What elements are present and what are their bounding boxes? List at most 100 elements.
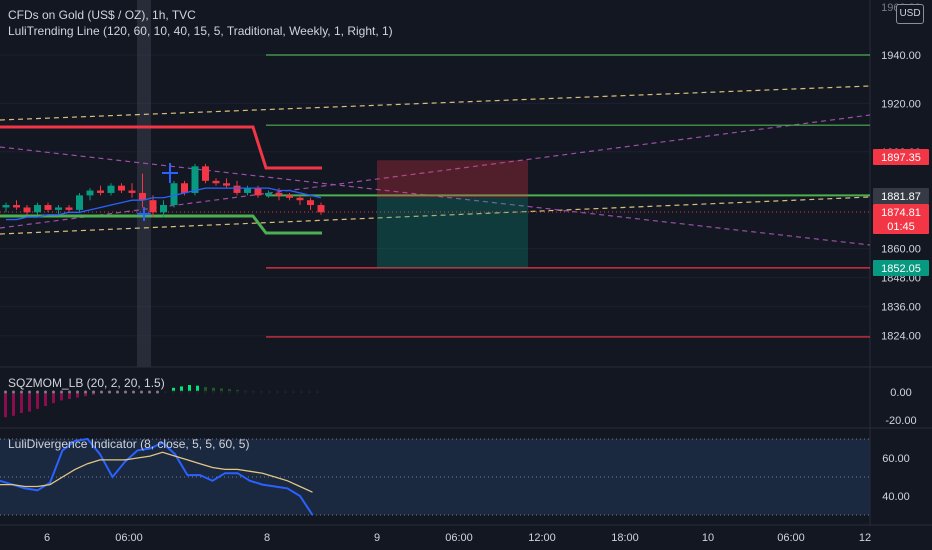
price-badge <box>873 260 929 276</box>
squeeze-dot <box>188 390 191 394</box>
squeeze-dot <box>300 390 303 394</box>
candle-body <box>181 183 188 193</box>
squeeze-dot <box>212 390 215 394</box>
candle-body <box>223 183 230 186</box>
symbol-title[interactable]: CFDs on Gold (US$ / OZ), 1h, TVC <box>8 8 196 22</box>
time-tick-label: 9 <box>374 532 380 544</box>
time-tick-label: 18:00 <box>611 532 639 544</box>
price-badge <box>873 218 929 234</box>
candle-body <box>34 205 41 213</box>
candle-body <box>2 205 10 208</box>
time-tick-label: 12:00 <box>528 532 556 544</box>
candle-body <box>307 200 314 206</box>
momentum-bar <box>220 388 223 392</box>
candle-body <box>191 166 199 193</box>
candle-body <box>286 195 293 198</box>
trend-line-lower-dashed <box>0 196 871 235</box>
squeeze-dot <box>268 390 271 394</box>
momentum-bar <box>180 386 183 392</box>
momentum-bar <box>84 392 87 397</box>
squeeze-dot <box>228 390 231 394</box>
position-stop-zone <box>377 160 528 198</box>
candle-body <box>317 205 325 213</box>
candle-body <box>13 205 20 208</box>
price-tick-label: 1940.00 <box>881 50 921 62</box>
squeeze-dot <box>4 390 7 394</box>
squeeze-dot <box>92 390 95 394</box>
price-badge-label: 01:45 <box>887 221 915 233</box>
candle-body <box>23 207 31 213</box>
squeeze-dot <box>236 390 239 394</box>
squeeze-dot <box>172 390 175 394</box>
price-badge-label: 1852.05 <box>881 263 921 275</box>
momentum-bar <box>44 392 47 406</box>
price-tick-label: 1860.00 <box>881 244 921 256</box>
momentum-bar <box>20 392 23 413</box>
candle-body <box>149 200 157 213</box>
momentum-bar <box>28 392 31 412</box>
squeeze-dot <box>156 390 159 394</box>
candle-body <box>139 192 146 201</box>
momentum-bar <box>68 392 71 399</box>
candle-body <box>97 190 104 193</box>
squeeze-dot <box>252 390 255 394</box>
price-tick-label: 1824.00 <box>881 331 921 343</box>
candle-body <box>233 185 241 193</box>
indicator-legend[interactable]: LuliTrending Line (120, 60, 10, 40, 15, … <box>8 24 393 38</box>
squeeze-dot <box>124 390 127 394</box>
candle-body <box>265 192 272 196</box>
squeeze-dot <box>284 390 287 394</box>
squeeze-dot <box>308 390 311 394</box>
momentum-bar <box>52 392 55 404</box>
momentum-bar <box>196 385 199 392</box>
candle-body <box>65 207 73 210</box>
divergence-legend[interactable]: LuliDivergence Indicator (8, close, 5, 5… <box>8 437 250 451</box>
candle-body <box>86 190 94 196</box>
price-badge <box>873 204 929 220</box>
candle-body <box>254 188 262 196</box>
time-tick-label: 12 <box>859 532 871 544</box>
candle-body <box>202 166 209 181</box>
sqzmom-tick-label: 0.00 <box>890 387 911 399</box>
squeeze-dot <box>84 390 87 394</box>
squeeze-dot <box>220 390 223 394</box>
momentum-bar <box>4 392 7 418</box>
time-tick-label: 06:00 <box>115 532 143 544</box>
price-badge-label: 1874.81 <box>881 207 921 219</box>
squeeze-dot <box>60 390 63 394</box>
candle-body <box>107 185 115 193</box>
price-tick-label: 1920.00 <box>881 98 921 110</box>
trend-line-upper-dashed <box>0 85 871 121</box>
time-tick-label: 6 <box>44 532 50 544</box>
squeeze-dot <box>276 390 279 394</box>
momentum-bar <box>188 385 191 392</box>
divergence-tick-label: 40.00 <box>882 491 910 503</box>
trending-upper-red <box>0 125 322 170</box>
squeeze-dot <box>44 390 47 394</box>
squeeze-dot <box>28 390 31 394</box>
candle-body <box>128 190 136 193</box>
candle-body <box>244 188 251 193</box>
candle-body <box>55 207 62 210</box>
squeeze-dot <box>132 390 135 394</box>
momentum-bar <box>204 387 207 392</box>
sqzmom-legend[interactable]: SQZMOM_LB (20, 2, 20, 1.5) <box>8 376 165 390</box>
candle-body <box>118 185 125 191</box>
trend-line-purple-down <box>0 146 871 246</box>
currency-button[interactable]: USD <box>896 4 924 24</box>
squeeze-dot <box>260 390 263 394</box>
position-target-zone <box>377 197 528 268</box>
hover-column <box>137 0 151 367</box>
candle-body <box>296 197 304 201</box>
divergence-signal-line <box>0 451 313 493</box>
squeeze-dot <box>140 390 143 394</box>
squeeze-dot <box>20 390 23 394</box>
squeeze-dot <box>196 390 199 394</box>
squeeze-dot <box>68 390 71 394</box>
squeeze-dot <box>244 390 247 394</box>
squeeze-dot <box>36 390 39 394</box>
squeeze-dot <box>180 390 183 394</box>
candle-body <box>44 205 52 210</box>
time-tick-label: 06:00 <box>777 532 805 544</box>
